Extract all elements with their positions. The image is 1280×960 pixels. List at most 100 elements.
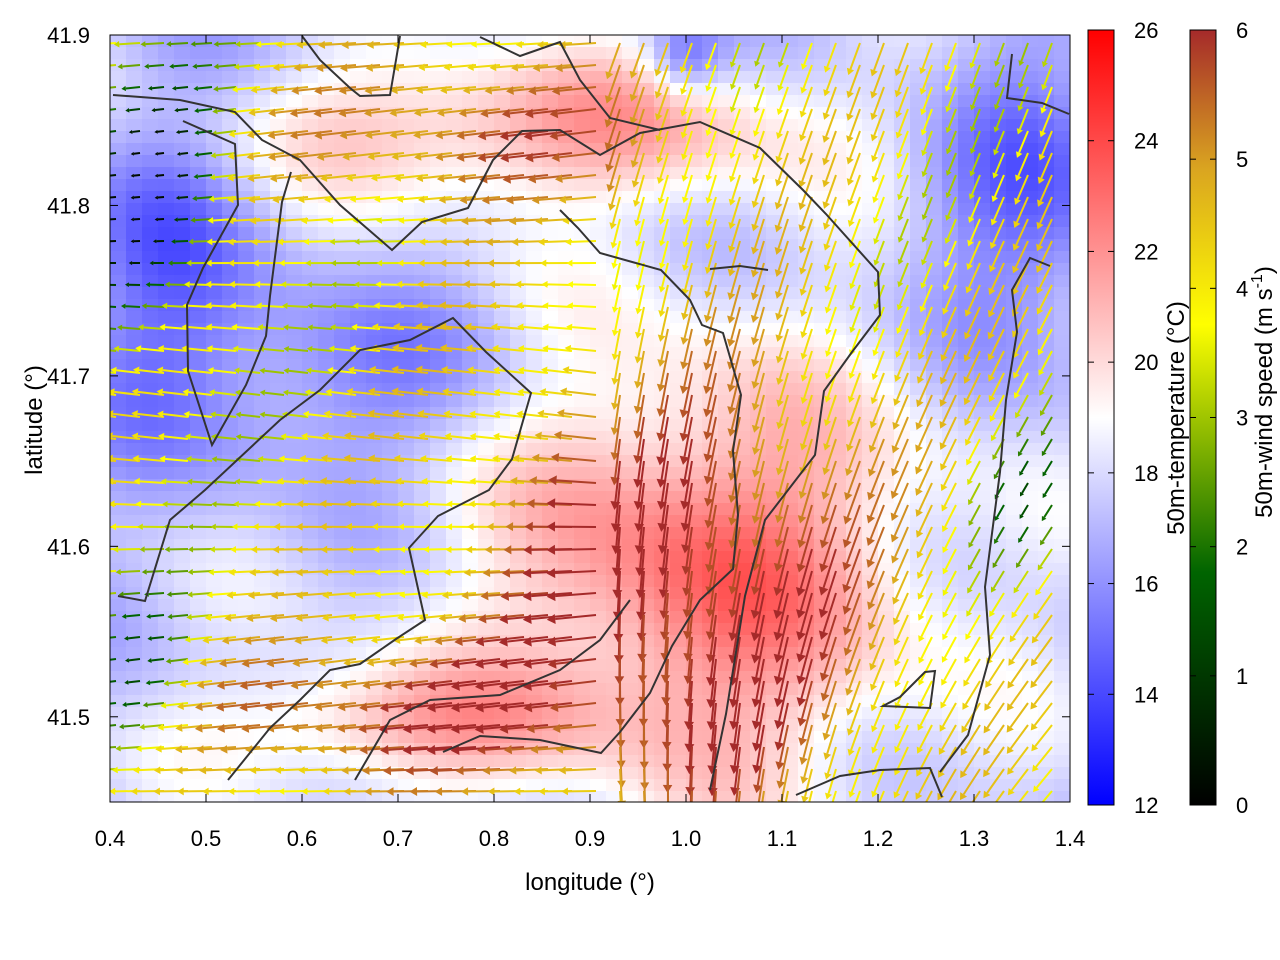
heatmap-cell [190,359,207,372]
heatmap-cell [590,71,607,84]
heatmap-cell [590,239,607,252]
heatmap-cell [462,575,479,588]
heatmap-cell [782,95,799,108]
heatmap-cell [398,203,415,216]
heatmap-cell [446,491,463,504]
heatmap-cell [254,371,271,384]
heatmap-cell [958,575,975,588]
heatmap-cell [926,455,943,468]
heatmap-cell [734,299,751,312]
heatmap-cell [510,755,527,768]
heatmap-cell [590,779,607,792]
heatmap-cell [334,731,351,744]
heatmap-cell [590,479,607,492]
heatmap-cell [190,263,207,276]
heatmap-cell [446,47,463,60]
heatmap-cell [590,371,607,384]
heatmap-cell [926,695,943,708]
heatmap-cell [622,683,639,696]
heatmap-cell [478,287,495,300]
heatmap-cell [1022,407,1039,420]
heatmap-cell [286,371,303,384]
heatmap-cell [366,47,383,60]
heatmap-cell [366,623,383,636]
heatmap-cell [462,335,479,348]
heatmap-cell [622,263,639,276]
heatmap-cell [782,383,799,396]
heatmap-cell [830,95,847,108]
heatmap-cell [1006,611,1023,624]
heatmap-cell [622,335,639,348]
heatmap-cell [974,503,991,516]
heatmap-cell [158,779,175,792]
heatmap-cell [510,623,527,636]
heatmap-cell [1022,227,1039,240]
heatmap-cell [958,95,975,108]
heatmap-cell [782,455,799,468]
heatmap-cell [974,143,991,156]
heatmap-cell [558,443,575,456]
heatmap-cell [574,707,591,720]
heatmap-cell [910,635,927,648]
heatmap-cell [734,563,751,576]
heatmap-cell [974,731,991,744]
heatmap-cell [574,119,591,132]
heatmap-cell [478,335,495,348]
heatmap-cell [574,443,591,456]
heatmap-cell [702,251,719,264]
heatmap-cell [878,59,895,72]
heatmap-cell [126,83,143,96]
heatmap-cell [270,395,287,408]
heatmap-cell [526,503,543,516]
heatmap-cell [686,323,703,336]
heatmap-cell [574,107,591,120]
heatmap-cell [686,215,703,228]
heatmap-cell [1054,143,1070,156]
heatmap-cell [158,35,175,48]
heatmap-cell [206,47,223,60]
heatmap-cell [398,155,415,168]
heatmap-cell [350,263,367,276]
heatmap-cell [670,767,687,780]
heatmap-cell [958,143,975,156]
heatmap-cell [622,143,639,156]
heatmap-cell [990,647,1007,660]
heatmap-cell [910,335,927,348]
heatmap-cell [334,467,351,480]
heatmap-cell [350,515,367,528]
heatmap-cell [206,311,223,324]
wind-arrow-shaft [157,130,165,133]
heatmap-cell [238,71,255,84]
heatmap-cell [878,407,895,420]
heatmap-cell [1054,251,1070,264]
heatmap-cell [734,215,751,228]
heatmap-cell [974,359,991,372]
heatmap-cell [526,647,543,660]
heatmap-cell [574,563,591,576]
heatmap-cell [1022,371,1039,384]
heatmap-cell [382,623,399,636]
heatmap-cell [942,143,959,156]
heatmap-cell [382,143,399,156]
heatmap-cell [654,227,671,240]
heatmap-cell [590,623,607,636]
heatmap-cell [414,491,431,504]
heatmap-cell [174,263,191,276]
heatmap-cell [766,143,783,156]
heatmap-cell [1022,515,1039,528]
heatmap-cell [126,215,143,228]
heatmap-cell [526,575,543,588]
heatmap-cell [862,419,879,432]
heatmap-cell [686,71,703,84]
heatmap-cell [110,563,127,576]
heatmap-cell [734,59,751,72]
heatmap-cell [670,539,687,552]
heatmap-cell [670,695,687,708]
heatmap-cell [126,599,143,612]
heatmap-cell [590,527,607,540]
heatmap-cell [510,575,527,588]
heatmap-cell [574,683,591,696]
heatmap-cell [382,71,399,84]
heatmap-cell [462,47,479,60]
heatmap-cell [430,47,447,60]
